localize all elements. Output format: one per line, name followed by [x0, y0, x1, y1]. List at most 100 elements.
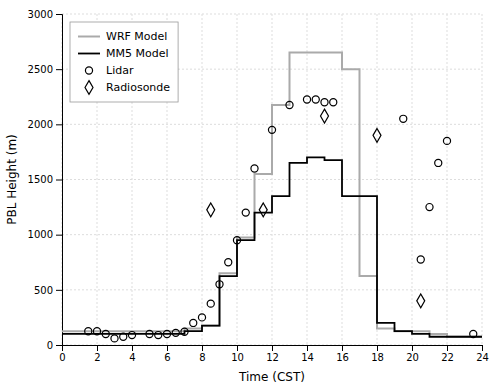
tick: 22	[441, 345, 454, 363]
line	[62, 157, 482, 336]
tick-label: 18	[371, 352, 384, 363]
grid-line-y	[62, 14, 482, 15]
point	[111, 335, 118, 342]
point	[443, 137, 450, 144]
tick-mark	[482, 345, 483, 351]
point	[120, 333, 127, 340]
point	[102, 330, 109, 337]
tick: 8	[199, 345, 205, 363]
tick-mark	[97, 345, 98, 351]
y-axis-title: PBL Height (m)	[5, 134, 19, 225]
point	[163, 330, 170, 337]
point	[155, 332, 162, 339]
legend: WRF Model MM5 Model Lidar Radiosonde	[70, 22, 178, 102]
x-axis: 024681012141618202224	[59, 345, 489, 363]
tick-mark	[56, 69, 62, 70]
legend-swatch	[78, 53, 100, 55]
point	[225, 259, 232, 266]
chart: 0246810121416182022240500100015002000250…	[0, 0, 500, 391]
tick: 500	[34, 285, 62, 296]
tick-label: 22	[441, 352, 454, 363]
legend-swatch	[78, 36, 100, 38]
legend-swatch	[85, 67, 92, 74]
legend-frame	[70, 22, 178, 102]
tick: 10	[231, 345, 244, 363]
tick-mark	[56, 180, 62, 181]
tick: 18	[371, 345, 384, 363]
point	[251, 165, 258, 172]
tick-mark	[272, 345, 273, 351]
tick-label: 2	[94, 352, 100, 363]
tick-mark	[56, 124, 62, 125]
tick: 4	[129, 345, 135, 363]
tick: 20	[406, 345, 419, 363]
tick-label: 16	[336, 352, 349, 363]
axis-line	[63, 346, 483, 352]
tick-mark	[202, 345, 203, 351]
tick-label: 4	[129, 352, 135, 363]
grid-line-x	[237, 14, 238, 345]
point	[268, 126, 275, 133]
tick-mark	[342, 345, 343, 351]
tick-label: 500	[34, 285, 53, 296]
tick: 24	[476, 345, 489, 363]
tick-label: 10	[231, 352, 244, 363]
plot: 0246810121416182022240500100015002000250…	[28, 9, 489, 363]
grid-line-y	[62, 234, 482, 235]
tick-label: 24	[476, 352, 489, 363]
tick: 3000	[28, 9, 62, 20]
grid-line-y	[62, 289, 482, 290]
tick: 0	[59, 345, 65, 363]
tick: 6	[164, 345, 170, 363]
tick-label: 12	[266, 352, 279, 363]
axis-line	[56, 15, 63, 346]
tick-label: 3000	[28, 9, 53, 20]
point	[190, 319, 197, 326]
point	[417, 256, 424, 263]
y-axis: 0 500 1000 1500 2000 2500 3000	[28, 9, 63, 351]
x-axis-title: Time (CST)	[238, 370, 305, 384]
tick-label: 0	[59, 352, 65, 363]
tick-label: 2500	[28, 64, 53, 75]
point	[330, 99, 337, 106]
point	[373, 128, 381, 142]
point	[207, 203, 215, 217]
point	[198, 314, 205, 321]
point	[400, 115, 407, 122]
tick-mark	[447, 345, 448, 351]
grid-line-y	[62, 179, 482, 180]
tick: 12	[266, 345, 279, 363]
point	[426, 204, 433, 211]
tick-mark	[237, 345, 238, 351]
legend-label: WRF Model	[106, 30, 167, 43]
tick: 1000	[28, 229, 62, 240]
tick-mark	[56, 290, 62, 291]
point	[435, 159, 442, 166]
tick-label: 0	[47, 340, 53, 351]
point	[417, 294, 425, 308]
tick-mark	[167, 345, 168, 351]
tick: 1500	[28, 174, 62, 185]
tick-label: 1000	[28, 229, 53, 240]
point	[303, 96, 310, 103]
tick-label: 2000	[28, 119, 53, 130]
point	[286, 101, 293, 108]
tick: 14	[301, 345, 314, 363]
tick-label: 8	[199, 352, 205, 363]
point	[259, 203, 267, 217]
tick: 2000	[28, 119, 62, 130]
tick-mark	[132, 345, 133, 351]
point	[146, 330, 153, 337]
tick-label: 1500	[28, 174, 53, 185]
legend-label: Lidar	[106, 64, 134, 77]
point	[181, 328, 188, 335]
tick-mark	[56, 235, 62, 236]
point	[85, 328, 92, 335]
tick: 16	[336, 345, 349, 363]
legend-label: Radiosonde	[106, 81, 170, 94]
tick-label: 20	[406, 352, 419, 363]
point	[207, 300, 214, 307]
point	[233, 237, 240, 244]
tick: 2500	[28, 64, 62, 75]
legend-label: MM5 Model	[106, 47, 169, 60]
